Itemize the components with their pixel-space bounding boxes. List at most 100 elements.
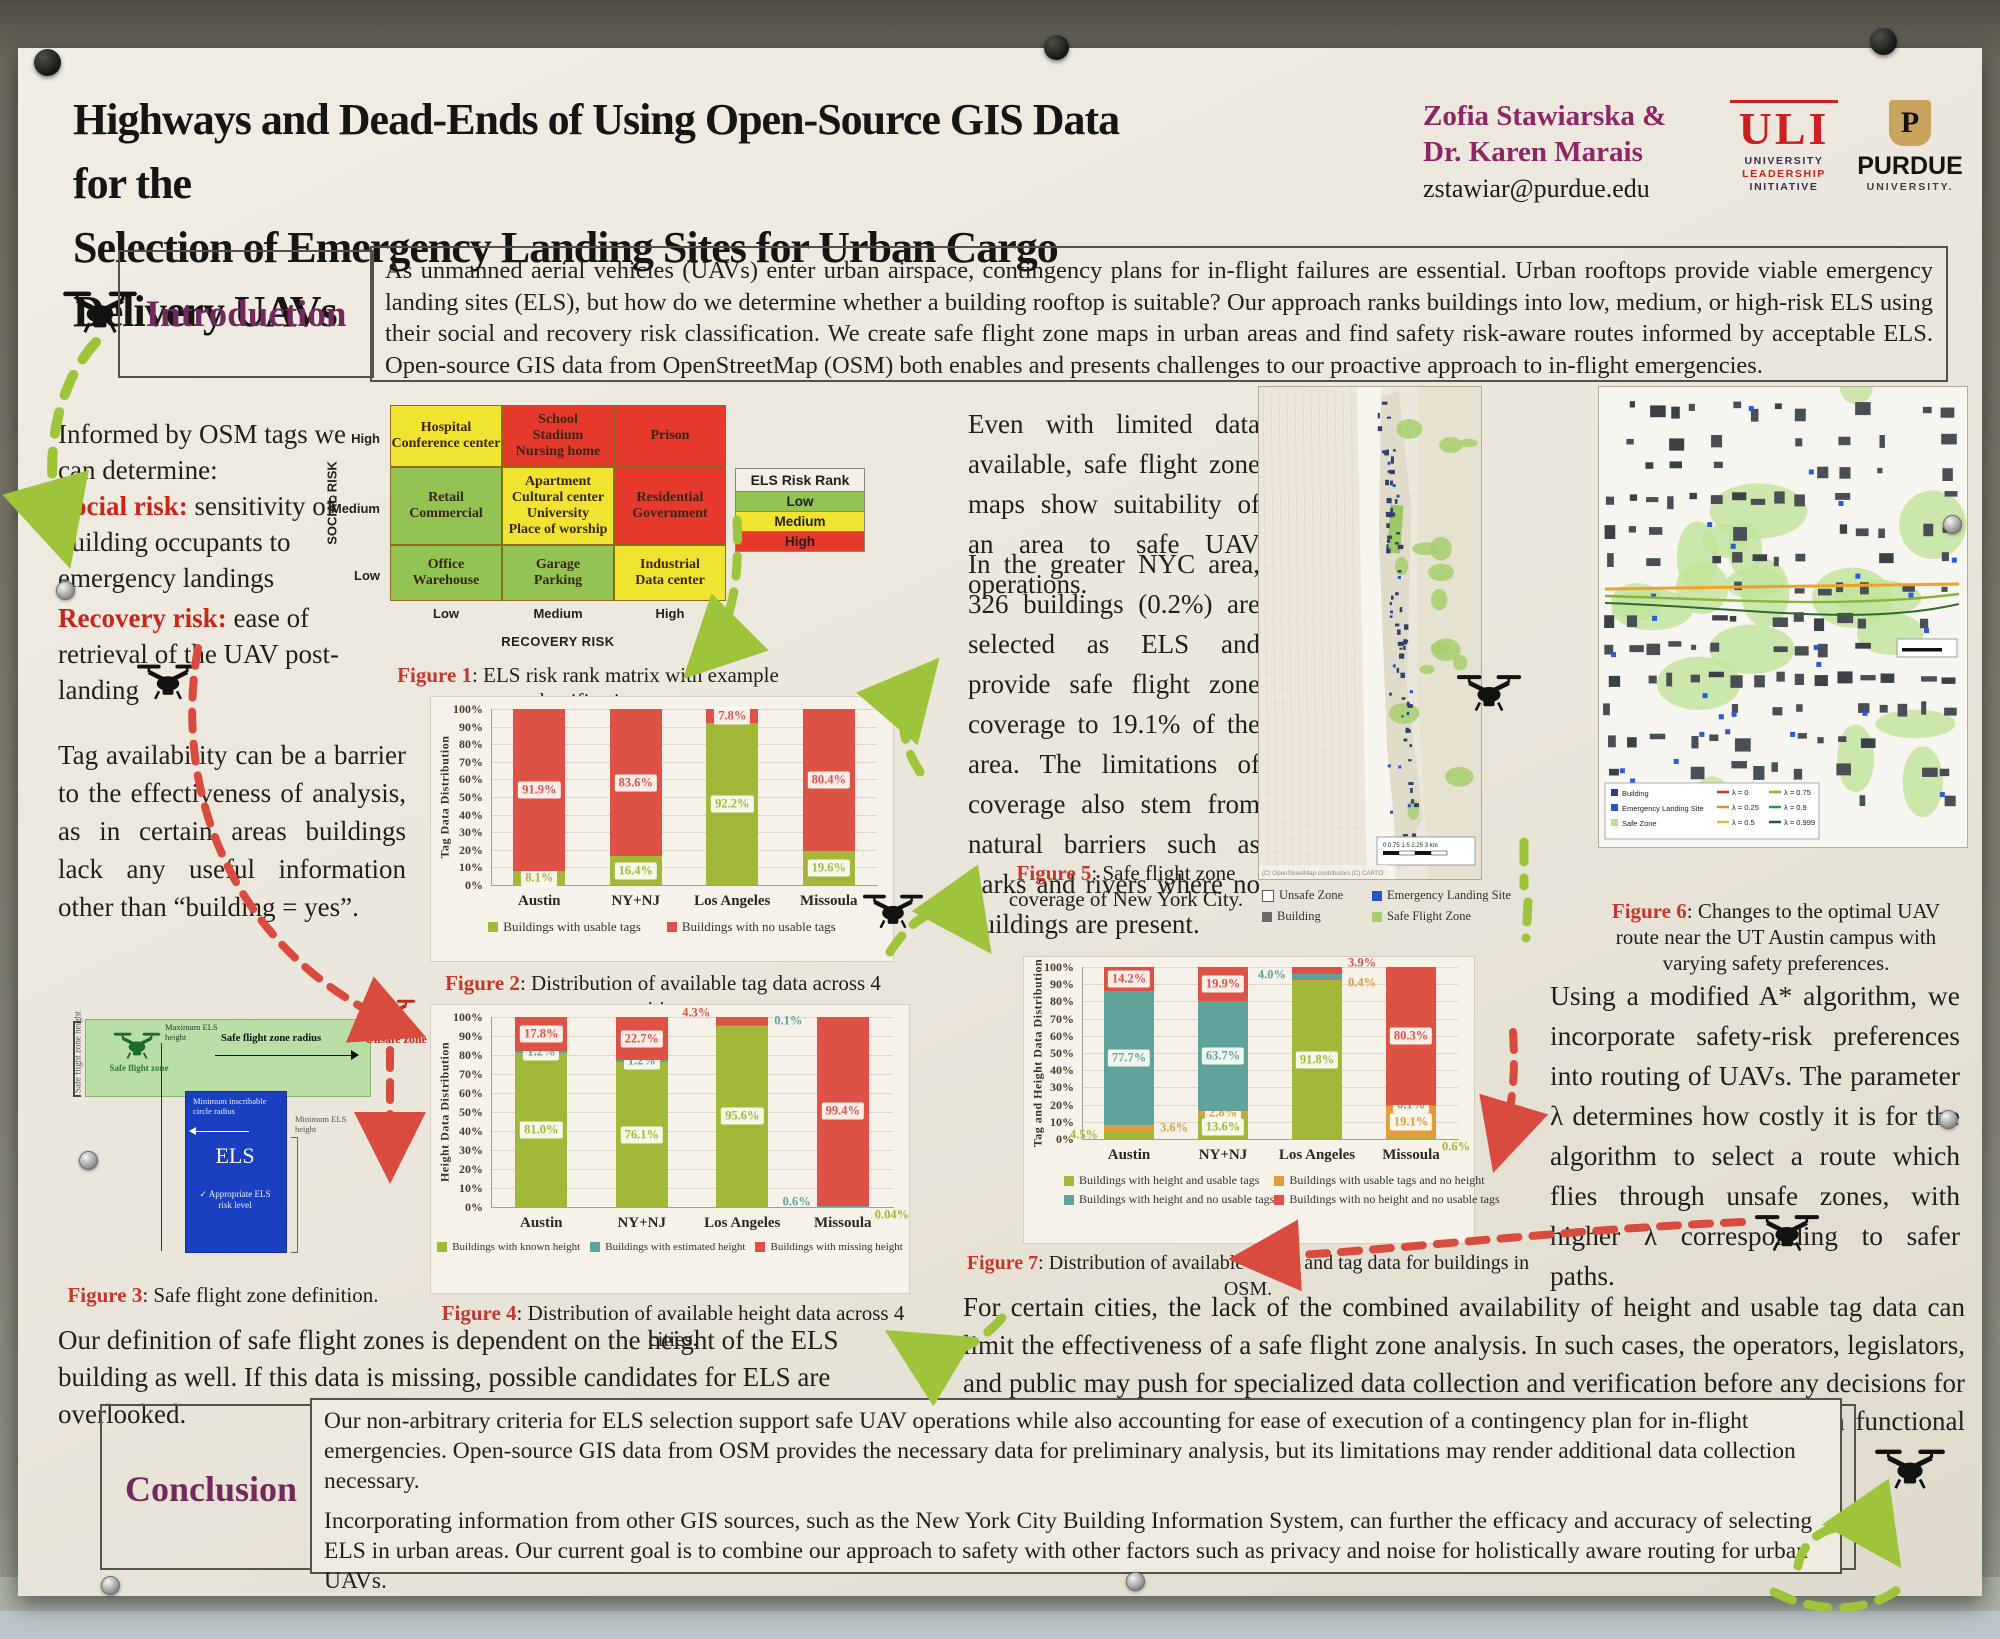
chart-legend: Buildings with usable tags Buildings with…: [439, 919, 885, 935]
radius-arrowhead: [351, 1050, 359, 1060]
legend-swatch-icon: [1372, 890, 1382, 901]
figure3-caption: Figure 3: Safe flight zone definition.: [58, 1282, 388, 1308]
middle-para-2: In the greater NYC area, 326 buildings (…: [968, 549, 1260, 939]
chart-data-label: 4.5%: [1069, 1127, 1098, 1142]
svg-text:λ = 0.25: λ = 0.25: [1732, 803, 1759, 812]
chart-gridline: [1082, 984, 1458, 986]
min-els-bracket: [291, 1137, 298, 1253]
chart-legend: Buildings with known height Buildings wit…: [437, 1241, 903, 1253]
tag-height-chart: 0% 10% 20% 30% 40% 50% 60% 70% 80% 90% 100% Tag and…: [1023, 955, 1500, 1244]
svg-text:Building: Building: [1622, 789, 1649, 798]
purdue-sub: UNIVERSITY.: [1866, 181, 1954, 193]
min-circle-arrowhead: [189, 1127, 196, 1135]
chart-tick: 60%: [459, 1086, 483, 1100]
svg-text:(C) OpenStreetMap contributors: (C) OpenStreetMap contributors (C) CARTO: [1262, 870, 1384, 877]
chart-data-label: 91.8%: [1295, 1051, 1339, 1069]
push-pin: [1943, 515, 1962, 534]
legend-swatch-icon: [1274, 1175, 1285, 1186]
matrix-cell: Industrial Data center: [614, 545, 726, 601]
chart-data-label: 17.8%: [520, 1025, 563, 1043]
chart-tick: 100%: [453, 1010, 483, 1024]
route-text: Using a modified A* algorithm, we incorp…: [1550, 980, 1960, 1291]
chart-tick: 60%: [459, 772, 483, 787]
nyc-map-image: 0 0.75 1.5 2.25 3 km (C) OpenStreetMap co…: [1258, 386, 1481, 889]
svg-text:λ = 0.999: λ = 0.999: [1784, 818, 1815, 827]
chart-tick: 70%: [1050, 1011, 1074, 1026]
chart-tick: 80%: [459, 737, 483, 752]
matrix-cell: School Stadium Nursing home: [502, 405, 614, 467]
chart-legend-item: Buildings with estimated height: [590, 1241, 745, 1253]
matrix-cell: Hospital Conference center: [390, 405, 502, 467]
figure6-label: Figure 6: [1611, 899, 1687, 923]
chart-axis: [491, 709, 878, 886]
matrix-col-label: Medium: [533, 606, 583, 621]
chart-data-label: 13.6%: [1201, 1118, 1245, 1136]
zone-height-bracket: [73, 1021, 81, 1097]
chart-tick: 100%: [1044, 960, 1074, 974]
chart-data-label: 3.9%: [1348, 955, 1377, 970]
introduction-heading: Introduction: [145, 293, 347, 335]
chart-tick: 10%: [1050, 1114, 1074, 1129]
chart-gridline: [491, 1093, 893, 1094]
figure2-text: : Distribution of available tag data acr…: [519, 971, 881, 1021]
chart-tick: 30%: [459, 825, 483, 840]
chart-tick: 90%: [459, 1029, 483, 1043]
chart-tick: 20%: [459, 1162, 483, 1176]
chart-category-label: Missoula: [813, 1215, 872, 1231]
poster-title: Highways and Dead-Ends of Using Open-Sou…: [73, 88, 1173, 344]
conclusion-para-1: Our non-arbitrary criteria for ELS selec…: [324, 1408, 1796, 1494]
chart-data-label: 4.0%: [1257, 967, 1286, 982]
title-line-1: Highways and Dead-Ends of Using Open-Sou…: [73, 95, 1120, 208]
chart-bar-segment: [716, 1025, 769, 1026]
svg-text:λ = 0: λ = 0: [1732, 788, 1748, 797]
chart-data-label: 92.2%: [711, 795, 754, 813]
tag-data-chart: 0% 10% 20% 30% 40% 50% 60% 70% 80% 90% 100% Tag Dat…: [430, 696, 894, 962]
chart-gridline: [491, 779, 877, 781]
chart-data-label: 77.7%: [1107, 1049, 1151, 1067]
legend-swatch-icon: [666, 922, 677, 932]
purdue-shield-icon: P: [1889, 100, 1931, 146]
drone-icon: [136, 660, 200, 702]
legend-swatch-icon: [1064, 1194, 1074, 1205]
chart-tick: 20%: [1050, 1097, 1074, 1112]
chart-tick: 30%: [459, 1143, 483, 1157]
legend-swatch-icon: [1274, 1194, 1285, 1205]
els-legend-row: Medium: [735, 512, 865, 532]
push-pin: [1870, 28, 1897, 55]
chart-gridline: [491, 761, 877, 763]
chart-data-label: 22.7%: [620, 1030, 663, 1048]
social-risk-text: Social risk: sensitivity of building occ…: [58, 488, 378, 596]
chart-data-label: 7.8%: [714, 707, 751, 725]
chart-gridline: [491, 744, 877, 746]
conclusion-para-2: Incorporating information from other GIS…: [324, 1508, 1813, 1594]
matrix-col-label: Low: [433, 606, 459, 621]
chart-data-label: 4.3%: [682, 1005, 711, 1020]
chart-gridline: [491, 832, 877, 834]
chart-tick: 80%: [459, 1048, 483, 1062]
chart-gridline: [491, 1074, 893, 1075]
chart-gridline: [1082, 1070, 1458, 1072]
chart-gridline: [1082, 1018, 1458, 1020]
figure6-caption: Figure 6: Changes to the optimal UAV rou…: [1590, 898, 1962, 976]
matrix-col-labels: Low Medium High: [390, 606, 726, 621]
chart-gridline: [491, 726, 877, 728]
chart-data-label: 19.1%: [1389, 1113, 1433, 1131]
chart-data-label: 99.4%: [821, 1102, 864, 1120]
chart-gridline: [491, 1188, 893, 1189]
chart-gridline: [491, 1150, 893, 1151]
chart-category-label: Austin: [517, 893, 561, 909]
recovery-risk-label: Recovery risk:: [58, 603, 227, 633]
chart-data-label: 0.6%: [1442, 1139, 1471, 1154]
figure4-label: Figure 4: [441, 1301, 517, 1325]
els-building: [185, 1091, 287, 1253]
figure5-text: : Safe flight zone coverage of New York …: [1008, 861, 1244, 911]
chart-data-label: 80.3%: [1389, 1027, 1433, 1045]
matrix-cell: Retail Commercial: [390, 467, 502, 545]
chart-gridline: [491, 867, 877, 869]
chart-gridline: [1082, 967, 1458, 968]
chart-gridline: [491, 1169, 893, 1170]
drone-icon: [1754, 1210, 1820, 1254]
chart-gridline: [491, 1017, 893, 1018]
push-pin: [1126, 1572, 1145, 1591]
push-pin: [34, 49, 61, 76]
